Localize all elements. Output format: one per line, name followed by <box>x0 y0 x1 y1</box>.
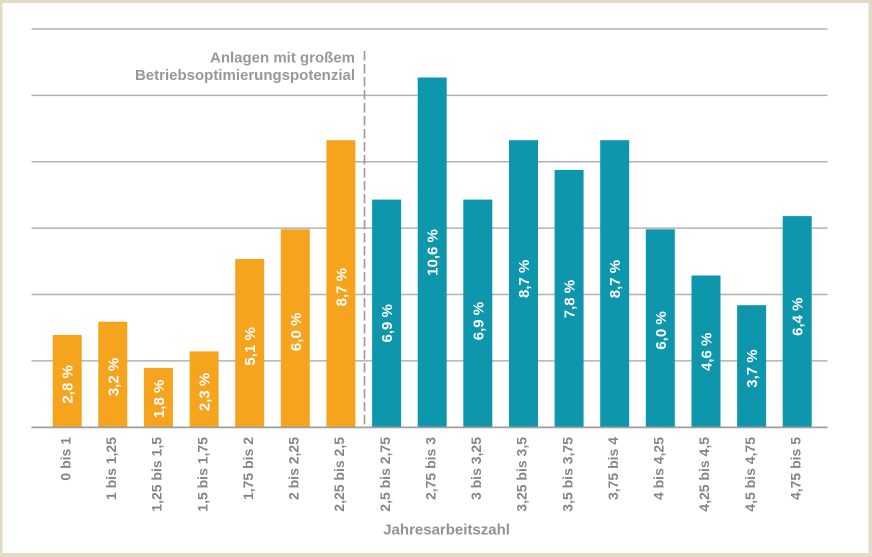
svg-text:6,9 %: 6,9 % <box>379 304 396 342</box>
svg-text:Jahresarbeitszahl: Jahresarbeitszahl <box>383 522 510 539</box>
svg-text:2 bis 2,25: 2 bis 2,25 <box>286 437 302 500</box>
svg-text:8,7 %: 8,7 % <box>607 260 624 298</box>
svg-text:1,25 bis 1,5: 1,25 bis 1,5 <box>149 437 165 512</box>
svg-text:2,3 %: 2,3 % <box>197 373 214 411</box>
svg-text:3,5 bis 3,75: 3,5 bis 3,75 <box>559 437 575 512</box>
svg-text:3 bis 3,25: 3 bis 3,25 <box>468 437 484 500</box>
svg-text:4,5 bis 4,75: 4,5 bis 4,75 <box>742 437 758 512</box>
svg-text:Betriebsoptimierungspotenzial: Betriebsoptimierungspotenzial <box>135 67 355 84</box>
svg-text:2,5 bis 2,75: 2,5 bis 2,75 <box>377 437 393 512</box>
svg-text:2,8 %: 2,8 % <box>60 365 77 403</box>
svg-text:Anlagen mit großem: Anlagen mit großem <box>210 50 355 67</box>
svg-text:2,75 bis 3: 2,75 bis 3 <box>422 437 438 500</box>
svg-text:0 bis 1: 0 bis 1 <box>57 437 73 481</box>
svg-text:6,9 %: 6,9 % <box>470 302 487 340</box>
svg-text:1,5 bis 1,75: 1,5 bis 1,75 <box>194 437 210 512</box>
svg-text:3,25 bis 3,5: 3,25 bis 3,5 <box>514 437 530 512</box>
svg-text:8,7 %: 8,7 % <box>516 260 533 298</box>
svg-text:3,75 bis 4: 3,75 bis 4 <box>605 437 621 500</box>
svg-text:6,0 %: 6,0 % <box>288 313 305 351</box>
svg-text:6,0 %: 6,0 % <box>653 311 670 349</box>
svg-text:5,1 %: 5,1 % <box>242 327 259 365</box>
svg-text:10,6 %: 10,6 % <box>425 229 442 276</box>
svg-text:6,4 %: 6,4 % <box>790 298 807 336</box>
svg-text:4 bis 4,25: 4 bis 4,25 <box>651 437 667 500</box>
svg-text:7,8 %: 7,8 % <box>562 280 579 318</box>
svg-text:3,2 %: 3,2 % <box>105 358 122 396</box>
svg-text:1 bis 1,25: 1 bis 1,25 <box>103 437 119 500</box>
svg-text:3,7 %: 3,7 % <box>744 349 761 387</box>
svg-text:4,6 %: 4,6 % <box>699 333 716 371</box>
svg-text:4,25 bis 4,5: 4,25 bis 4,5 <box>696 437 712 512</box>
svg-text:1,8 %: 1,8 % <box>151 380 168 418</box>
svg-text:2,25 bis 2,5: 2,25 bis 2,5 <box>331 437 347 512</box>
svg-text:4,75 bis 5: 4,75 bis 5 <box>787 437 803 500</box>
svg-text:8,7 %: 8,7 % <box>333 268 350 306</box>
svg-text:1,75 bis 2: 1,75 bis 2 <box>240 437 256 500</box>
